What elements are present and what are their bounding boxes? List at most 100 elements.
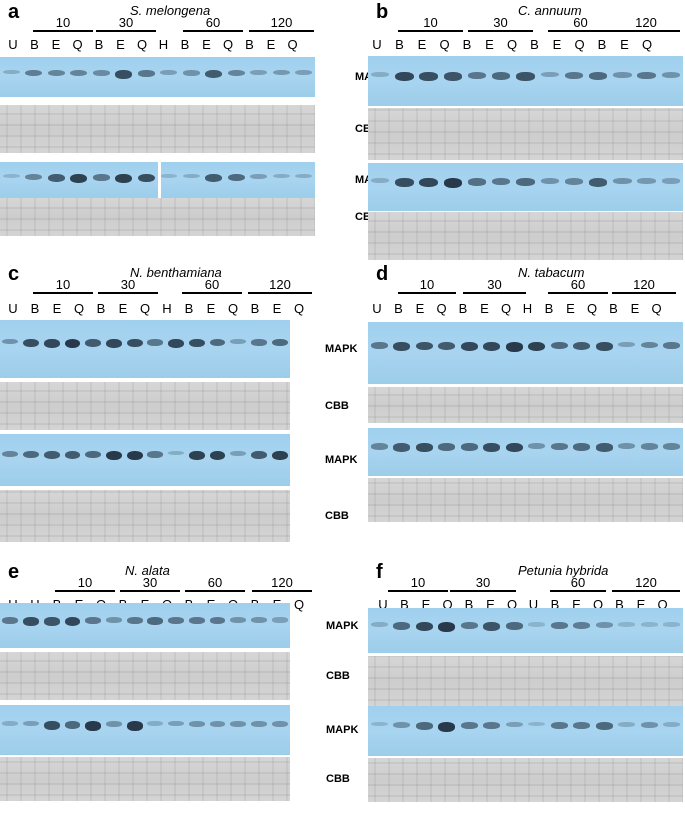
- mapk-blot: [0, 57, 315, 97]
- panel-letter: f: [376, 561, 383, 583]
- protein-band: [505, 722, 523, 728]
- protein-band: [106, 338, 122, 348]
- protein-band: [393, 443, 411, 452]
- protein-band: [85, 721, 102, 731]
- protein-band: [540, 72, 559, 78]
- protein-band: [251, 617, 267, 624]
- protein-band: [43, 450, 60, 459]
- lane-label: Q: [592, 597, 604, 612]
- time-point-bar: [398, 30, 463, 32]
- protein-band: [550, 341, 568, 350]
- time-point-label: 30: [475, 575, 491, 590]
- cbb-blot: [0, 198, 315, 236]
- protein-band: [613, 72, 632, 78]
- lane-label: U: [372, 301, 382, 316]
- protein-band: [618, 443, 636, 450]
- time-point-label: 120: [270, 15, 293, 30]
- lane-label: E: [485, 37, 494, 52]
- protein-band: [637, 178, 656, 184]
- protein-band: [271, 450, 288, 461]
- mapk-label: MAPK: [326, 724, 359, 736]
- cbb-blot: [368, 656, 683, 706]
- lane-label: Q: [439, 37, 450, 52]
- protein-band: [640, 622, 658, 627]
- protein-band: [661, 178, 681, 184]
- protein-band: [573, 443, 591, 451]
- lane-label: Q: [506, 597, 518, 612]
- protein-band: [370, 178, 390, 183]
- time-point-label: 10: [423, 15, 438, 30]
- time-point-bar: [548, 30, 613, 32]
- protein-band: [47, 173, 65, 182]
- protein-band: [64, 617, 81, 627]
- protein-band: [395, 72, 414, 82]
- lane-label: E: [552, 37, 562, 52]
- time-point-label: 30: [487, 277, 502, 292]
- protein-band: [460, 443, 478, 451]
- time-point-bar: [612, 292, 676, 294]
- lane-label: H: [522, 301, 533, 316]
- cbb-blot: [0, 490, 290, 542]
- time-point-label: 60: [570, 277, 586, 292]
- mapk-blot: [368, 428, 683, 476]
- lane-label: Q: [222, 37, 234, 52]
- protein-band: [393, 341, 411, 351]
- protein-band: [2, 173, 20, 178]
- time-point-label: 10: [55, 277, 71, 292]
- protein-band: [2, 450, 19, 458]
- lane-label: Q: [586, 301, 598, 316]
- protein-band: [85, 338, 102, 347]
- lane-label: Q: [73, 301, 85, 316]
- protein-band: [443, 178, 462, 189]
- protein-band: [419, 72, 438, 81]
- protein-band: [395, 178, 414, 188]
- time-point-bar: [183, 30, 243, 32]
- lane-label: E: [206, 301, 216, 316]
- protein-band: [168, 338, 184, 348]
- protein-band: [126, 338, 143, 348]
- lane-label: B: [245, 37, 254, 52]
- panel-letter: a: [8, 1, 20, 23]
- time-point-label: 10: [55, 15, 71, 30]
- protein-band: [393, 622, 411, 630]
- cbb-blot: [368, 387, 683, 423]
- cbb-blot: [0, 652, 290, 700]
- lane-label: Q: [136, 37, 148, 52]
- lane-label: B: [184, 301, 194, 316]
- protein-band: [550, 722, 568, 729]
- protein-band: [92, 69, 110, 76]
- protein-band: [637, 72, 656, 79]
- protein-band: [85, 617, 102, 625]
- time-point-label: 10: [77, 575, 93, 590]
- time-point-label: 120: [635, 575, 657, 590]
- mapk-blot: [368, 706, 683, 756]
- lane-label: E: [572, 597, 581, 612]
- lane-label: H: [162, 301, 172, 316]
- time-point-label: 30: [142, 575, 158, 590]
- protein-band: [550, 443, 568, 451]
- lane-label: E: [116, 37, 125, 52]
- figure-panel-a: aS. melongena103060120UBEQBEQHBEQBEQMAPK…: [0, 0, 387, 258]
- protein-band: [295, 69, 313, 75]
- protein-band: [492, 72, 511, 80]
- time-point-label: 10: [410, 575, 426, 590]
- lane-label: B: [94, 37, 104, 52]
- protein-band: [251, 450, 267, 459]
- lane-label: B: [609, 301, 618, 316]
- protein-band: [661, 72, 681, 78]
- protein-band: [209, 450, 226, 461]
- time-point-bar: [185, 590, 245, 592]
- lane-label: E: [415, 301, 425, 316]
- protein-band: [209, 617, 226, 625]
- protein-band: [595, 443, 613, 452]
- protein-band: [209, 338, 226, 347]
- protein-band: [47, 69, 65, 77]
- species-name: N. alata: [125, 563, 170, 578]
- protein-band: [483, 443, 501, 453]
- protein-band: [147, 721, 164, 726]
- figure-panel-c: c N. benthamiana 10 30 60 120 U B E Q B E Q H B E Q B E Q MA…: [0, 262, 357, 542]
- lane-label: Q: [436, 301, 447, 316]
- time-point-label: 30: [493, 15, 508, 30]
- time-point-bar: [612, 30, 680, 32]
- protein-band: [272, 173, 290, 179]
